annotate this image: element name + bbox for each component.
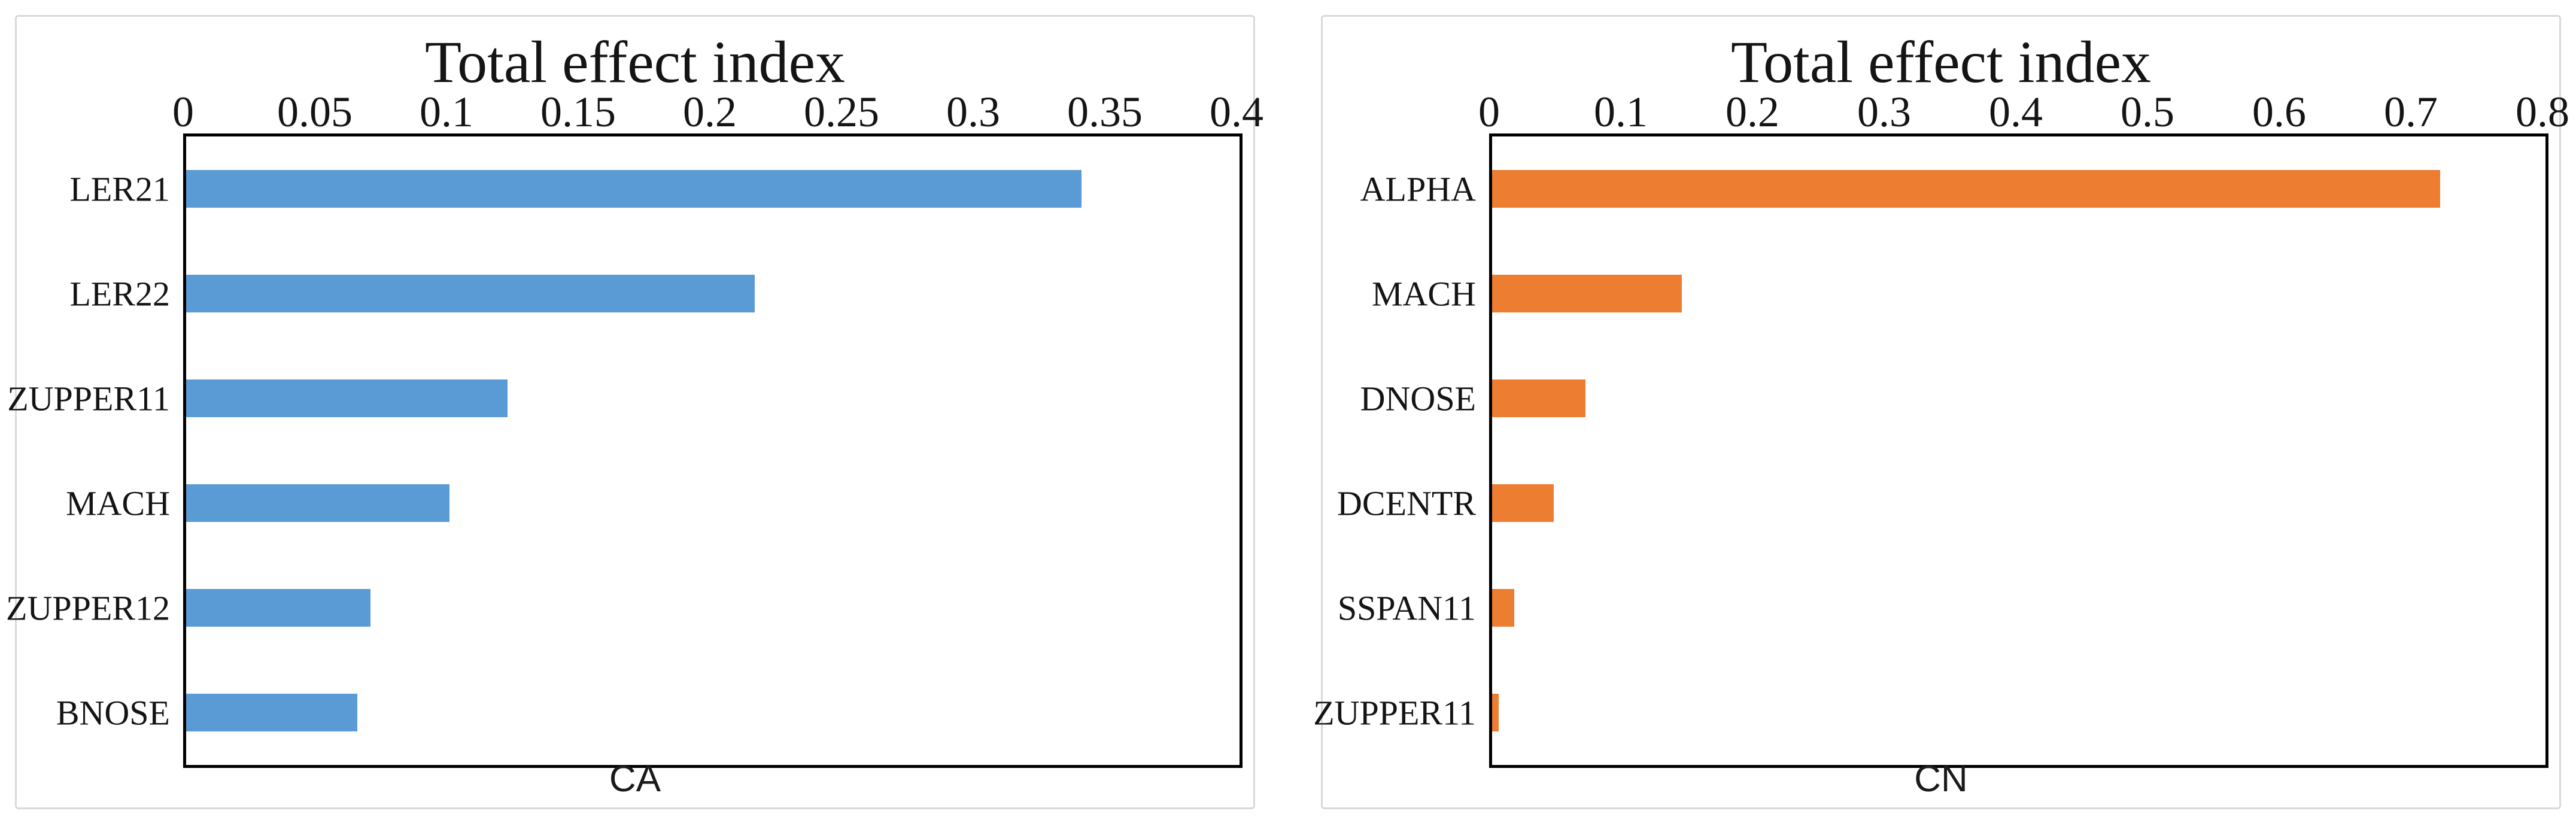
category-label: ZUPPER11 (1313, 693, 1476, 732)
bar (1492, 694, 1499, 731)
category-label: LER22 (69, 274, 170, 313)
x-axis-tick-label: 0 (1478, 88, 1500, 136)
x-axis-tick-label: 0.3 (1857, 88, 1911, 136)
plot-area (183, 133, 1243, 768)
category-label: BNOSE (56, 693, 170, 732)
bar (186, 379, 508, 417)
bar (1492, 589, 1515, 627)
x-axis-tick-label: 0.4 (1210, 88, 1263, 136)
x-axis-tick-label: 0.05 (277, 88, 353, 136)
category-label: ZUPPER11 (7, 379, 170, 418)
bar-row (186, 136, 1240, 241)
chart-panel-cn: Total effect index 0 0.1 0.2 0.3 0.4 0.5 0.6 0.… (1313, 15, 2569, 809)
chart-title: Total effect index (425, 29, 845, 95)
category-label: ALPHA (1360, 169, 1476, 208)
category-labels: LER21 LER22 ZUPPER11 MACH ZUPPER12 BNOSE (6, 136, 170, 765)
category-label: LER21 (69, 169, 170, 208)
x-axis-tick-labels: 0 0.1 0.2 0.3 0.4 0.5 0.6 0.7 0.8 (1478, 87, 2569, 136)
bar (1492, 379, 1586, 417)
category-label: DCENTR (1337, 484, 1476, 523)
bar-row (186, 241, 1240, 346)
bar-row (186, 451, 1240, 555)
x-axis-tick-label: 0.4 (1989, 88, 2043, 136)
x-axis-tick-label: 0.8 (2516, 88, 2569, 136)
x-axis-tick-label: 0.3 (946, 88, 1000, 136)
chart-title: Total effect index (1731, 29, 2151, 95)
bar (186, 170, 1082, 208)
bar-row (1492, 555, 2545, 660)
bar (1492, 275, 1682, 312)
chart-panel-ca: Total effect index 0 0.05 0.1 0.15 0.2 0.25 0.… (6, 15, 1263, 809)
bar-row (1492, 136, 2545, 241)
x-axis-tick-label: 0.1 (420, 88, 473, 136)
x-axis-tick-label: 0.35 (1067, 88, 1143, 136)
category-label: DNOSE (1360, 379, 1476, 418)
x-axis-caption: CA (609, 758, 661, 800)
x-axis-caption: CN (1914, 758, 1968, 800)
x-axis-tick-label: 0.25 (804, 88, 879, 136)
bar-row (186, 660, 1240, 765)
bar-row (1492, 660, 2545, 765)
bar (186, 484, 449, 522)
bar (1492, 170, 2440, 208)
x-axis-tick-label: 0 (172, 88, 194, 136)
x-axis-tick-label: 0.2 (683, 88, 737, 136)
bar-row (186, 346, 1240, 451)
bar (186, 694, 357, 731)
x-axis-tick-label: 0.15 (540, 88, 616, 136)
bar (186, 275, 755, 312)
x-axis-tick-label: 0.7 (2384, 88, 2438, 136)
bar (1492, 484, 1554, 522)
x-axis-tick-labels: 0 0.05 0.1 0.15 0.2 0.25 0.3 0.35 0.4 (172, 87, 1263, 136)
category-label: MACH (1371, 274, 1476, 313)
category-labels: ALPHA MACH DNOSE DCENTR SSPAN11 ZUPPER11 (1313, 136, 1476, 765)
x-axis-tick-label: 0.1 (1594, 88, 1648, 136)
bar-row (1492, 451, 2545, 555)
bar-row (1492, 346, 2545, 451)
x-axis-tick-label: 0.5 (2121, 88, 2174, 136)
bar-row (1492, 241, 2545, 346)
category-label: SSPAN11 (1337, 588, 1476, 627)
bar-row (186, 555, 1240, 660)
category-label: ZUPPER12 (6, 588, 170, 627)
x-axis-tick-label: 0.6 (2252, 88, 2306, 136)
bar (186, 589, 370, 627)
category-label: MACH (65, 484, 170, 523)
plot-area (1489, 133, 2548, 768)
x-axis-tick-label: 0.2 (1726, 88, 1779, 136)
